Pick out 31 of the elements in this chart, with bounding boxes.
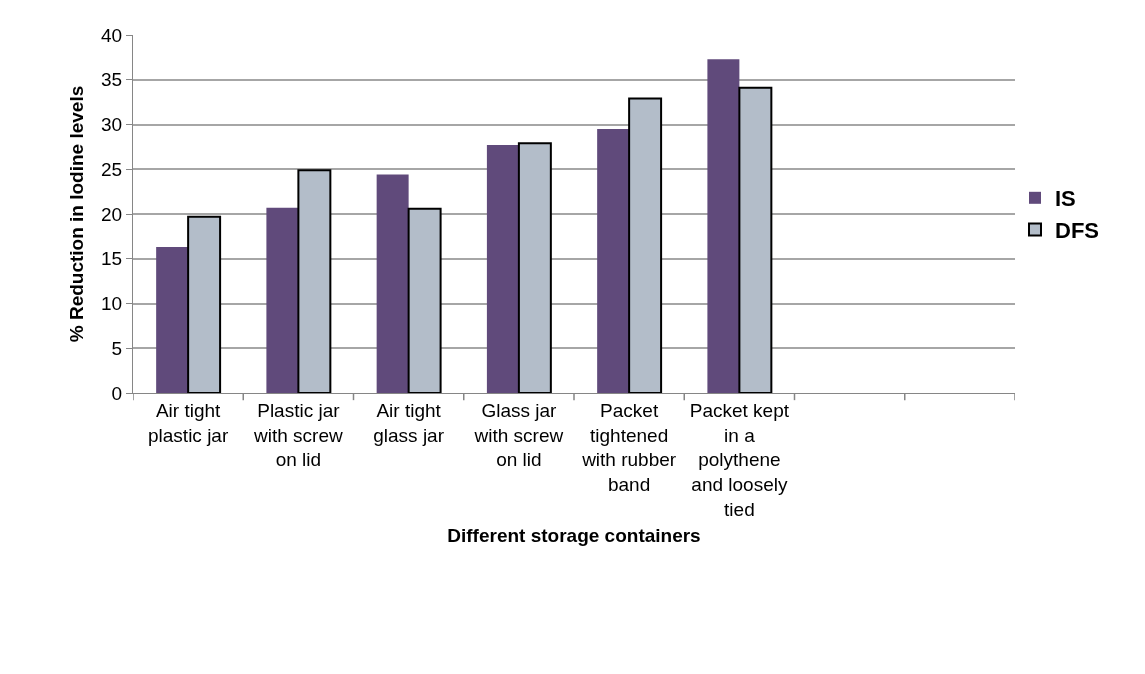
y-tick-label: 35 bbox=[101, 69, 123, 91]
legend-label: DFS bbox=[1055, 217, 1099, 243]
x-axis-title: Different storage containers bbox=[447, 525, 701, 547]
x-tick-label: Glass jar with screw on lid bbox=[473, 399, 564, 471]
y-tick-label: 5 bbox=[111, 337, 123, 359]
y-tick-label: 15 bbox=[101, 248, 123, 270]
y-tick-label: 30 bbox=[101, 114, 123, 136]
x-tick-label: Packet tightened with rubber band bbox=[581, 399, 677, 495]
y-tick-label: 40 bbox=[101, 24, 123, 46]
bar bbox=[376, 174, 409, 393]
y-axis-title: % Reduction in Iodine levels bbox=[65, 85, 87, 343]
x-tick-label: Packet kept in a polythene and loosely tied bbox=[689, 399, 790, 520]
bar bbox=[738, 86, 773, 393]
bar bbox=[597, 128, 630, 393]
bar bbox=[297, 169, 332, 393]
bar bbox=[628, 97, 663, 393]
bar bbox=[156, 247, 189, 393]
legend-label: IS bbox=[1055, 186, 1076, 212]
y-tick-label: 10 bbox=[101, 293, 123, 315]
bar bbox=[517, 142, 552, 393]
bar bbox=[707, 59, 740, 393]
bar bbox=[486, 145, 519, 393]
bar bbox=[187, 215, 222, 393]
bar bbox=[266, 207, 299, 393]
x-tick-label: Plastic jar with screw on lid bbox=[253, 399, 343, 471]
bar bbox=[407, 207, 442, 393]
x-tick-label: Air tight glass jar bbox=[373, 399, 445, 446]
y-tick-label: 0 bbox=[111, 382, 123, 404]
y-tick-label: 20 bbox=[101, 203, 123, 225]
y-tick-label: 25 bbox=[101, 158, 123, 180]
x-tick-label: Air tight plastic jar bbox=[148, 399, 229, 446]
